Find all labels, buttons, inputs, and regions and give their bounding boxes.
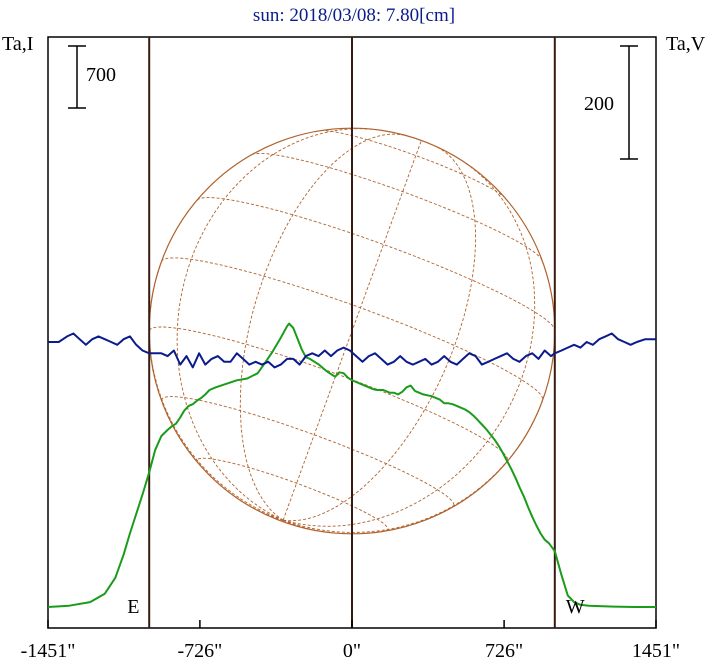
series-line-stokes-v xyxy=(48,332,656,369)
chart-title: sun: 2018/03/08: 7.80[cm] xyxy=(253,5,455,26)
x-tick-label: 726" xyxy=(485,640,523,662)
x-tick-label: 1451" xyxy=(632,640,680,662)
x-tick-label: 0" xyxy=(343,640,361,662)
scale-bar-left xyxy=(68,45,86,109)
x-tick-label: -1451" xyxy=(21,640,76,662)
scale-bar-left-label: 700 xyxy=(86,64,116,86)
x-tick-label: -726" xyxy=(177,640,222,662)
latitude-line xyxy=(161,396,455,507)
east-limb-label: E xyxy=(127,596,139,618)
longitude-line xyxy=(239,133,407,521)
longitude-line xyxy=(283,160,536,527)
west-limb-label: W xyxy=(566,596,585,618)
limb-and-center-lines xyxy=(148,37,556,628)
scale-bar-right-label: 200 xyxy=(584,93,614,115)
longitude-line xyxy=(282,140,422,521)
longitude-line xyxy=(176,128,377,521)
latitude-line xyxy=(196,457,389,532)
latitude-line xyxy=(251,152,543,261)
right-axis-label: Ta,V xyxy=(666,33,706,55)
latitude-line xyxy=(320,130,506,199)
series-layer xyxy=(47,322,656,608)
series-line-stokes-i xyxy=(47,322,656,608)
latitude-line xyxy=(196,197,556,331)
left-axis-label: Ta,I xyxy=(2,33,33,55)
longitude-line xyxy=(283,146,477,522)
scale-bar-right xyxy=(620,45,638,160)
x-axis-ticks: -1451" -726" 0" 726" 1451" xyxy=(21,620,680,662)
